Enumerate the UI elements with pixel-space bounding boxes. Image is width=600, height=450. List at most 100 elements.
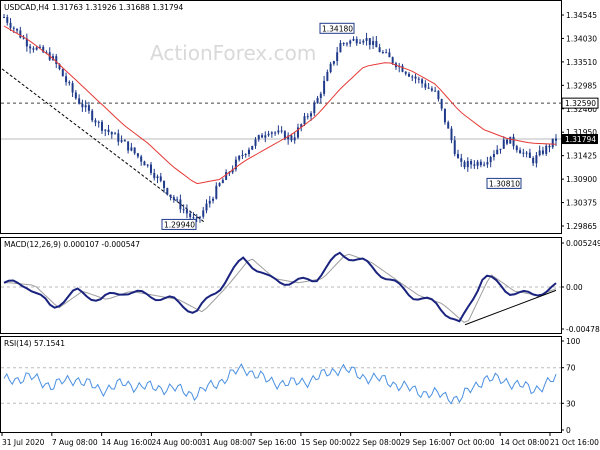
x-tick-label: 21 Oct 16:00	[550, 438, 599, 447]
candle-body	[182, 209, 185, 211]
candle-body	[522, 152, 525, 154]
current-price-label: 1.31794	[565, 135, 596, 144]
candle-body	[247, 149, 250, 155]
candle-body	[143, 161, 146, 166]
macd-header: MACD(12,26,9) 0.000107 -0.000547	[4, 240, 140, 249]
x-tick-label: 22 Sep 08:00	[351, 438, 401, 447]
price-annotations: 1.34180 1.29940 1.30810	[161, 22, 522, 230]
candle-body	[251, 145, 254, 150]
candle-body	[218, 183, 221, 186]
candle-body	[264, 135, 267, 138]
candle-body	[372, 40, 375, 45]
candle-body	[496, 149, 499, 155]
candle-body	[3, 17, 5, 19]
candle-body	[212, 198, 215, 201]
candle-body	[45, 52, 48, 54]
candle-body	[202, 210, 205, 217]
candle-body	[473, 164, 476, 166]
macd-y-tick-label: 0.00	[566, 283, 583, 292]
price-y-tick-label: 1.31950	[566, 128, 597, 137]
price-candles	[3, 13, 557, 223]
candle-body	[440, 99, 443, 109]
candle-body	[257, 135, 260, 140]
candle-body	[515, 146, 518, 151]
candle-body	[225, 172, 228, 180]
macd-signal-line	[4, 253, 557, 323]
candle-body	[192, 217, 195, 219]
candle-body	[506, 139, 509, 144]
candle-body	[261, 135, 264, 138]
candle-body	[319, 93, 322, 98]
candle-body	[169, 194, 172, 198]
candle-body	[303, 116, 306, 125]
candle-body	[362, 40, 365, 43]
rsi-series	[3, 363, 557, 405]
candle-body	[149, 164, 152, 173]
candle-body	[107, 129, 110, 132]
candle-body	[391, 57, 394, 64]
candle-body	[6, 17, 9, 23]
candle-body	[215, 185, 218, 199]
candle-body	[74, 92, 77, 99]
candle-body	[293, 137, 296, 141]
macd-y-tick-label: 0.005249	[566, 239, 600, 248]
candle-body	[486, 162, 489, 165]
candle-body	[166, 188, 169, 195]
candle-body	[427, 87, 430, 89]
moving-average	[3, 25, 557, 185]
candle-body	[443, 108, 446, 123]
candle-body	[270, 132, 273, 134]
candle-body	[525, 152, 528, 154]
candle-body	[310, 113, 313, 117]
candle-body	[159, 176, 162, 181]
candle-body	[185, 209, 188, 214]
candle-body	[417, 78, 420, 80]
candle-body	[136, 153, 139, 157]
candle-body	[179, 199, 182, 210]
current-price-box	[562, 134, 598, 145]
candle-body	[94, 120, 97, 123]
candle-body	[434, 90, 437, 92]
candle-body	[479, 161, 482, 166]
candle-body	[254, 139, 257, 146]
candle-body	[359, 42, 362, 44]
resistance-price-label: 1.32590	[565, 99, 596, 108]
price-y-tick-label: 1.34030	[566, 34, 597, 43]
candle-body	[117, 133, 120, 142]
candle-body	[68, 82, 71, 84]
candle-body	[483, 164, 486, 166]
candle-body	[512, 136, 515, 147]
candle-body	[100, 121, 103, 131]
candle-body	[332, 61, 335, 64]
price-annotation-box	[161, 218, 197, 230]
candle-body	[457, 153, 460, 159]
candle-body	[9, 22, 12, 28]
candle-body	[329, 63, 332, 72]
candle-body	[492, 154, 495, 158]
price-header-ohlc: 1.31763 1.31926 1.31688 1.31794	[52, 3, 183, 12]
candle-body	[466, 161, 469, 168]
candle-body	[460, 158, 463, 162]
candle-body	[437, 90, 440, 100]
candle-body	[499, 148, 502, 150]
x-tick-label: 29 Sep 16:00	[401, 438, 451, 447]
price-y-tick-label: 1.31425	[566, 152, 597, 161]
candle-body	[345, 43, 348, 45]
macd-y-axis: 0.005249 0.00 -0.004785	[1, 239, 600, 334]
candle-body	[463, 161, 466, 168]
candle-body	[198, 216, 201, 218]
candle-body	[274, 132, 277, 134]
candle-body	[78, 98, 81, 104]
candle-body	[470, 161, 473, 165]
watermark: ActionForex.com	[150, 41, 316, 65]
candle-body	[189, 213, 192, 218]
candle-body	[156, 176, 159, 179]
candle-body	[231, 169, 234, 173]
price-y-tick-label: 1.33510	[566, 58, 597, 67]
x-tick-label: 7 Oct 00:00	[450, 438, 494, 447]
candle-body	[365, 38, 368, 41]
candle-body	[146, 164, 149, 166]
x-tick-label: 31 Aug 08:00	[201, 438, 252, 447]
